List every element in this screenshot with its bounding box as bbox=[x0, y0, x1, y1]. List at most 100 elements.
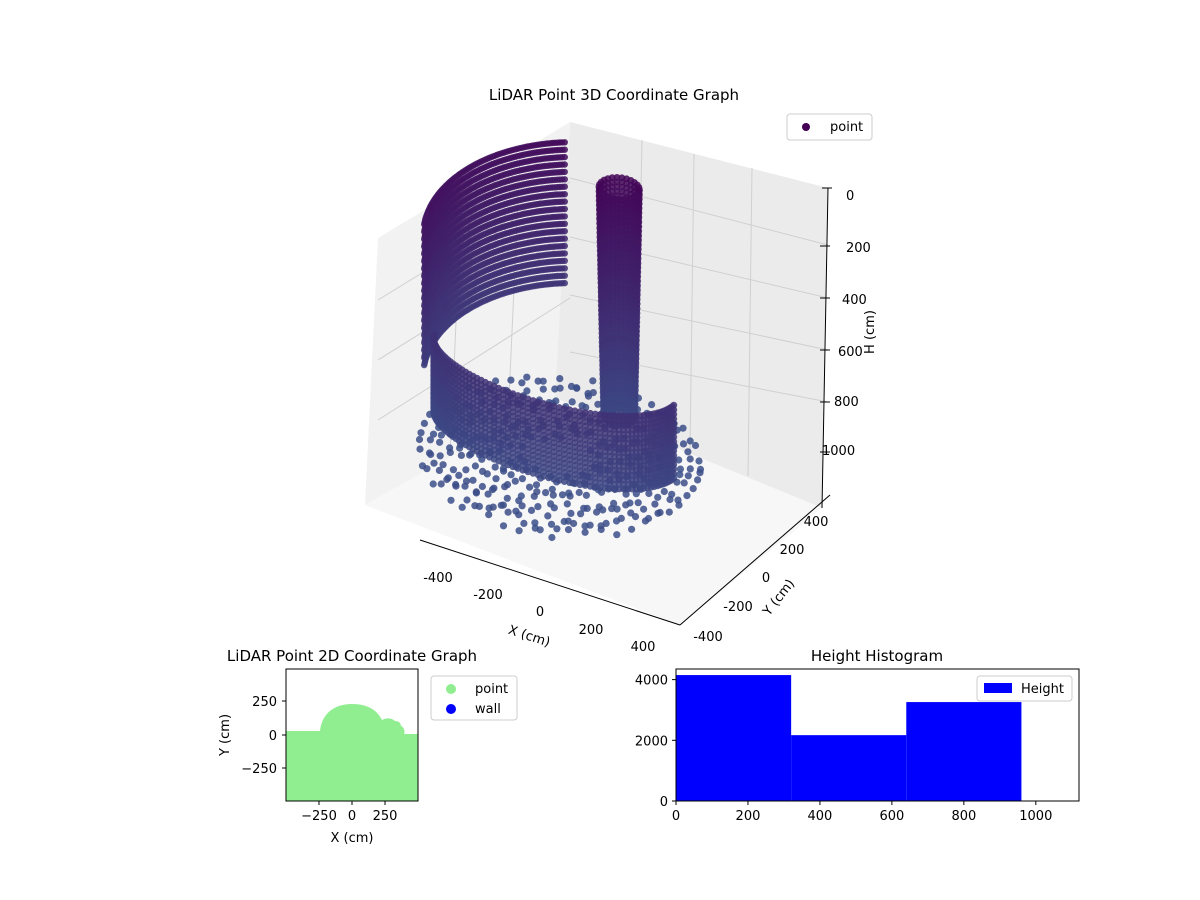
data-point bbox=[531, 524, 539, 532]
data-point bbox=[695, 457, 703, 465]
data-point bbox=[421, 221, 428, 228]
data-point bbox=[420, 419, 428, 427]
data-point bbox=[534, 503, 542, 511]
data-point bbox=[542, 489, 550, 497]
scatter2d-chart: LiDAR Point 2D Coordinate Graph 250 0 −2… bbox=[218, 647, 518, 846]
data-point bbox=[421, 287, 428, 295]
data-point bbox=[471, 462, 479, 470]
data-point bbox=[539, 385, 547, 393]
data-point bbox=[423, 465, 431, 473]
data-point bbox=[548, 485, 556, 493]
data-point bbox=[421, 361, 428, 369]
data-point bbox=[613, 531, 621, 539]
data-point bbox=[632, 490, 640, 498]
data-point bbox=[421, 332, 428, 339]
data-point bbox=[446, 448, 454, 457]
scatter2d-title: LiDAR Point 2D Coordinate Graph bbox=[227, 647, 477, 665]
data-point bbox=[437, 431, 445, 439]
data-point bbox=[689, 485, 697, 493]
data-point bbox=[675, 456, 683, 464]
data-point bbox=[437, 480, 445, 488]
data-point bbox=[421, 295, 428, 302]
data-point bbox=[429, 430, 438, 438]
data-point bbox=[584, 389, 592, 398]
data-point bbox=[534, 377, 542, 385]
data-point bbox=[421, 354, 428, 361]
data-point bbox=[645, 489, 653, 498]
data-point bbox=[586, 521, 594, 529]
data-point bbox=[651, 500, 659, 508]
legend-height-swatch bbox=[984, 683, 1012, 693]
data-point bbox=[631, 513, 640, 521]
data-point bbox=[461, 482, 469, 490]
data-point bbox=[531, 519, 539, 527]
data-point bbox=[499, 501, 507, 509]
x-tick-1: -200 bbox=[473, 588, 503, 603]
data-point bbox=[547, 520, 556, 528]
z-tick-0: 0 bbox=[846, 189, 854, 204]
data-point bbox=[478, 482, 486, 491]
data-point bbox=[526, 483, 534, 491]
data-point bbox=[622, 501, 630, 509]
data-point bbox=[691, 441, 700, 450]
data-point bbox=[666, 495, 674, 504]
data-point bbox=[550, 504, 558, 512]
data-point bbox=[485, 510, 493, 519]
data-point bbox=[463, 496, 471, 504]
x-axis-label: X (cm) bbox=[506, 623, 552, 651]
floor-blob bbox=[391, 721, 401, 731]
data-point bbox=[566, 492, 574, 500]
data-point bbox=[608, 505, 616, 513]
scatter3d-title: LiDAR Point 3D Coordinate Graph bbox=[489, 86, 739, 104]
data-point bbox=[553, 525, 561, 533]
data-point bbox=[684, 448, 692, 456]
data-point bbox=[452, 482, 460, 490]
data-point bbox=[435, 466, 443, 474]
data-point bbox=[472, 488, 480, 496]
data-point bbox=[679, 440, 688, 448]
data-point bbox=[421, 258, 428, 265]
data-point bbox=[532, 481, 541, 489]
data-point bbox=[471, 502, 479, 510]
x-tick-0: 0 bbox=[348, 809, 356, 824]
data-point bbox=[523, 373, 531, 381]
data-point bbox=[549, 491, 557, 499]
data-point bbox=[426, 436, 434, 444]
data-point bbox=[593, 508, 601, 516]
scatter2d-x-label: X (cm) bbox=[331, 831, 374, 846]
histogram-x-ticks: 0 200 400 600 800 1000 bbox=[672, 801, 1052, 824]
data-point bbox=[568, 398, 576, 406]
data-point bbox=[421, 265, 428, 272]
data-point bbox=[503, 494, 511, 502]
histogram-x-tick-5: 1000 bbox=[1019, 809, 1052, 824]
data-point bbox=[456, 444, 464, 452]
z-axis-label: H (cm) bbox=[863, 310, 878, 354]
data-point bbox=[641, 517, 650, 525]
x-tick-250: 250 bbox=[373, 809, 398, 824]
data-point bbox=[582, 491, 591, 499]
y-tick-3: 200 bbox=[780, 543, 805, 558]
z-tick-4: 800 bbox=[834, 395, 859, 410]
histogram-y-tick-0: 0 bbox=[660, 795, 668, 810]
data-point bbox=[417, 429, 425, 437]
data-point bbox=[507, 471, 515, 479]
data-point bbox=[696, 465, 705, 473]
data-point bbox=[567, 509, 575, 517]
x-tick-4: 400 bbox=[631, 640, 656, 655]
data-point bbox=[439, 461, 447, 469]
z-tick-5: 1000 bbox=[822, 444, 855, 459]
data-point bbox=[492, 475, 500, 483]
data-point bbox=[429, 480, 437, 488]
data-point bbox=[694, 476, 702, 484]
data-point bbox=[449, 466, 457, 474]
scatter2d-y-label: Y (cm) bbox=[218, 714, 233, 757]
z-tick-1: 200 bbox=[846, 241, 871, 256]
histogram-x-tick-0: 0 bbox=[672, 809, 680, 824]
z-tick-2: 400 bbox=[842, 293, 867, 308]
data-point bbox=[578, 402, 586, 410]
data-point bbox=[491, 463, 499, 471]
data-point bbox=[581, 528, 589, 536]
data-point bbox=[430, 459, 438, 467]
scatter2d-legend: point wall bbox=[430, 675, 518, 721]
data-point bbox=[421, 302, 428, 310]
